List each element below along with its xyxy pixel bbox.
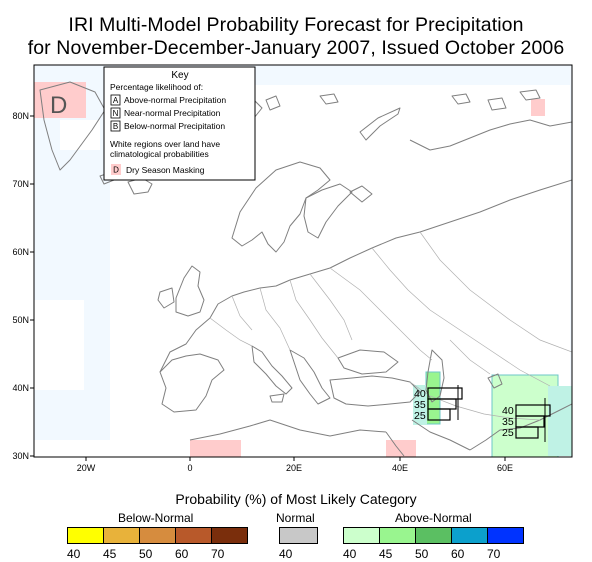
legend-below-tick: 45 [103,547,117,561]
key-note-line2: climatological probabilities [110,149,209,159]
marker-central-asia-below: 25 [502,427,514,439]
key-below-label: Below-normal Precipitation [124,121,225,131]
probability-marker-caucasus: 40 35 25 [414,385,463,422]
legend-below-label: Below-Normal [118,511,194,525]
key-heading: Key [171,70,188,81]
legend-below-swatch [103,527,140,544]
dry-mask-north-siberia [531,99,545,116]
country-borders [209,231,572,421]
marker-caucasus-below: 25 [414,410,426,422]
legend-below-tick: 50 [139,547,153,561]
lat-label-50n: 50N [12,315,29,325]
legend-above-swatch [379,527,416,544]
legend-below-swatch [175,527,212,544]
legend-title: Probability (%) of Most Likely Category [175,491,417,507]
key-above-label: Above-normal Precipitation [124,95,226,105]
map-title-line2: for November-December-January 2007, Issu… [27,37,565,59]
legend-above-swatch [415,527,452,544]
above-normal-central-asia-east [548,386,572,456]
key-near-letter: N [113,109,119,118]
lat-label-80n: 80N [12,111,29,121]
dry-mask-sahara [190,440,241,457]
legend-normal-tick: 40 [279,547,293,561]
key-dry-label: Dry Season Masking [126,165,205,175]
legend-normal-label: Normal [276,511,315,525]
lat-label-30n: 30N [12,451,29,461]
legend-above-tick: 70 [487,547,501,561]
map-frame [33,64,573,458]
legend-above-swatch [451,527,488,544]
legend-above-tick: 50 [415,547,429,561]
legend-above-tick: 45 [379,547,393,561]
key-near-label: Near-normal Precipitation [124,108,221,118]
legend-below-tick: 60 [175,547,189,561]
lat-label-40n: 40N [12,383,29,393]
legend-below-tick: 40 [67,547,81,561]
map-title-line1: IRI Multi-Model Probability Forecast for… [68,14,524,36]
lon-label-60e: 60E [497,463,513,473]
marker-central-asia-above: 40 [502,405,514,417]
lat-label-60n: 60N [12,247,29,257]
dry-mask-arabia [386,440,416,457]
legend-above-tick: 40 [343,547,357,561]
legend-below-tick: 70 [211,547,225,561]
legend-above-tick: 60 [451,547,465,561]
legend-above-swatch [343,527,380,544]
lat-label-70n: 70N [12,179,29,189]
lat-ticks [30,115,34,457]
legend-above-swatch [487,527,524,544]
key-note-line1: White regions over land have [110,139,220,149]
legend-above-label: Above-Normal [395,511,472,525]
legend-below-swatch [67,527,104,544]
legend-normal-swatch [279,527,318,544]
map-key: Key Percentage likelihood of: A Above-no… [103,66,256,181]
key-dry-letter: D [113,166,119,175]
lon-label-40e: 40E [392,463,408,473]
key-subheading: Percentage likelihood of: [110,82,203,92]
probability-marker-central-asia: 40 35 25 [502,398,551,442]
lon-ticks [85,457,506,461]
key-below-letter: B [113,122,118,131]
lon-label-20e: 20E [286,463,302,473]
marker-caucasus-above: 40 [414,388,426,400]
legend-below-swatch [139,527,176,544]
legend-below-swatch [211,527,248,544]
lon-label-0: 0 [187,463,192,473]
marker-central-asia-near: 35 [502,416,514,428]
dry-season-masks [34,82,545,457]
lon-label-20w: 20W [77,463,96,473]
marker-caucasus-near: 35 [414,399,426,411]
key-above-letter: A [113,96,119,105]
dry-season-marker: D [50,92,67,119]
